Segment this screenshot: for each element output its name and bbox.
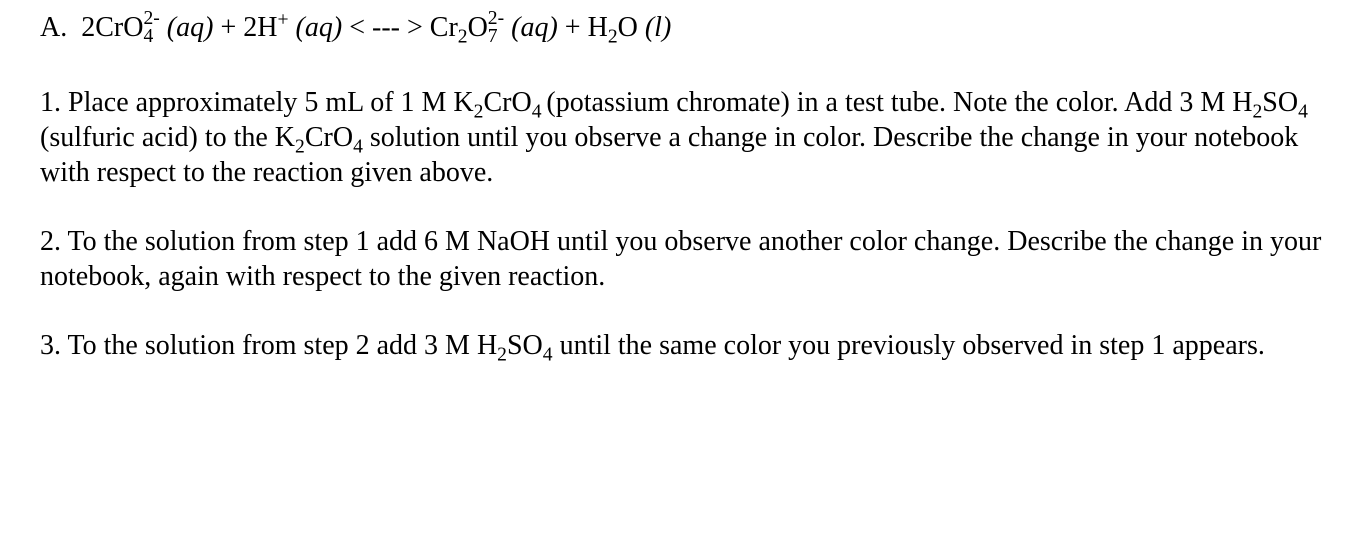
step-1-text-b: (potassium chromate) in a test tube. Not… xyxy=(546,87,1252,118)
eq-lhs1-state: (aq) xyxy=(167,12,214,43)
eq-plus1: + xyxy=(213,12,243,43)
f-k2cro4-sub2: 4 xyxy=(532,102,547,123)
eq-rhs1-O: O xyxy=(468,12,488,43)
step-2-label: 2. xyxy=(40,226,61,257)
eq-rhs1a: Cr xyxy=(430,12,458,43)
eq-lhs1-subsup: 2-4 xyxy=(143,10,159,45)
f-h2so4-sub2: 4 xyxy=(1298,102,1308,123)
step-1-text-a: Place approximately 5 mL of 1 M K xyxy=(61,87,474,118)
equation-label: A. xyxy=(40,12,67,43)
step-2: 2. To the solution from step 1 add 6 M N… xyxy=(40,224,1322,294)
step-3-text-b: until the same color you previously obse… xyxy=(553,330,1265,361)
step-1-text-c: (sulfuric acid) to the K xyxy=(40,122,295,153)
eq-arrow: < --- > xyxy=(342,12,430,43)
eq-rhs2-state: (l) xyxy=(645,12,671,43)
eq-rhs1-sub1: 2 xyxy=(458,27,468,48)
f-k2cro4b-sub1: 2 xyxy=(295,137,305,158)
f3-h2so4-sub2: 4 xyxy=(543,345,553,366)
eq-plus2: + xyxy=(558,12,588,43)
eq-rhs2-sub1: 2 xyxy=(608,27,618,48)
f-k2cro4b-sub2: 4 xyxy=(353,137,363,158)
eq-lhs2-sup: + xyxy=(277,10,288,31)
f-k2cro4-sub1: 2 xyxy=(474,102,484,123)
step-1-label: 1. xyxy=(40,87,61,118)
f3-h2so4-sub1: 2 xyxy=(497,345,507,366)
equation-line: A. 2CrO2-4 (aq) + 2H+ (aq) < --- > Cr2O2… xyxy=(40,10,1322,47)
step-3-label: 3. xyxy=(40,330,61,361)
step-3-text-a: To the solution from step 2 add 3 M H xyxy=(61,330,497,361)
eq-rhs1-subsup: 2-7 xyxy=(488,10,504,45)
eq-lhs1: 2CrO xyxy=(81,12,143,43)
f-k2cro4-mid: CrO xyxy=(483,87,531,118)
step-1: 1. Place approximately 5 mL of 1 M K2CrO… xyxy=(40,85,1322,190)
eq-rhs2a: H xyxy=(588,12,608,43)
f-h2so4-sub1: 2 xyxy=(1252,102,1262,123)
step-2-text: To the solution from step 1 add 6 M NaOH… xyxy=(40,226,1321,292)
f3-h2so4-mid: SO xyxy=(507,330,543,361)
eq-lhs2-state: (aq) xyxy=(296,12,343,43)
step-3: 3. To the solution from step 2 add 3 M H… xyxy=(40,328,1322,363)
eq-lhs2: 2H xyxy=(243,12,277,43)
document-page: A. 2CrO2-4 (aq) + 2H+ (aq) < --- > Cr2O2… xyxy=(0,0,1362,558)
f-h2so4-mid: SO xyxy=(1262,87,1298,118)
f-k2cro4b-mid: CrO xyxy=(305,122,353,153)
eq-rhs2-O: O xyxy=(618,12,638,43)
eq-rhs1-state: (aq) xyxy=(511,12,558,43)
